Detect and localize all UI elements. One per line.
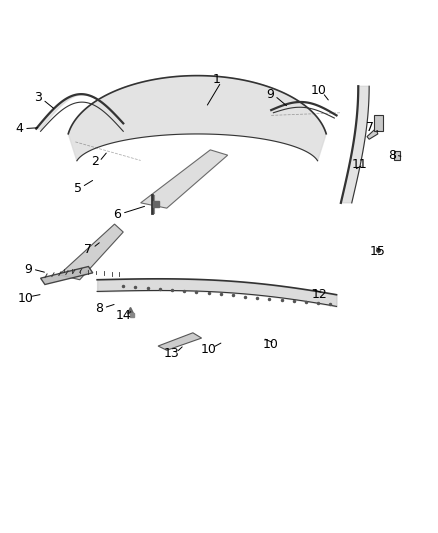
Polygon shape — [68, 76, 326, 161]
Text: 13: 13 — [164, 348, 180, 360]
Text: 1: 1 — [213, 74, 221, 86]
Text: 4: 4 — [16, 122, 24, 135]
Text: 15: 15 — [370, 245, 386, 258]
Text: 3: 3 — [35, 91, 42, 104]
Text: 11: 11 — [351, 158, 367, 171]
Text: 6: 6 — [113, 208, 120, 221]
Text: 10: 10 — [310, 84, 326, 97]
Polygon shape — [58, 224, 123, 280]
Polygon shape — [367, 128, 378, 139]
Text: 7: 7 — [367, 121, 374, 134]
Text: 10: 10 — [200, 343, 216, 356]
Text: 7: 7 — [85, 243, 92, 256]
Text: 10: 10 — [262, 338, 278, 351]
Text: 12: 12 — [311, 288, 327, 301]
Polygon shape — [341, 86, 369, 203]
Text: 5: 5 — [74, 182, 81, 195]
Text: 8: 8 — [95, 302, 103, 316]
Text: 14: 14 — [115, 309, 131, 322]
Polygon shape — [141, 150, 228, 208]
Polygon shape — [158, 333, 201, 350]
Text: 8: 8 — [388, 149, 396, 161]
Polygon shape — [41, 266, 93, 285]
Bar — [374, 115, 383, 131]
Text: 10: 10 — [18, 292, 33, 305]
Bar — [394, 151, 400, 160]
Text: 2: 2 — [91, 155, 99, 168]
Text: 9: 9 — [25, 263, 32, 276]
Text: 9: 9 — [266, 87, 274, 101]
